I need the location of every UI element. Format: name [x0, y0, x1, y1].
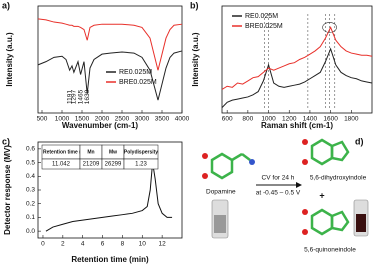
x-tick-label: 12 [159, 241, 167, 248]
x-tick-label: 3500 [155, 116, 170, 123]
table-cell [123, 158, 159, 170]
x-axis-label: Wavenumber (cm-1) [62, 121, 139, 130]
data-line [221, 47, 373, 108]
x-tick-label: 3000 [135, 116, 150, 123]
panel-label: d) [355, 136, 364, 146]
atom [302, 209, 308, 215]
atom [302, 139, 308, 145]
vial-liquid [356, 214, 366, 232]
scheme: d) Dopamine CV for 24 h at -0.45 – 0.5 V… [202, 136, 369, 254]
x-tick-label: 1000 [55, 116, 70, 123]
plot-frame [221, 5, 373, 114]
x-tick-label: 1800 [344, 116, 359, 123]
data-line [37, 18, 183, 71]
x-tick-label: 0 [41, 241, 45, 248]
atom [249, 159, 255, 165]
product: 5,6-dihydroxyindole [310, 175, 367, 182]
table-header: Polydispersity [124, 149, 158, 155]
legend-label: BRE0.025M [245, 23, 283, 30]
arrow-head [296, 182, 302, 188]
y-axis-label: Detector response (MV) [3, 145, 12, 235]
panel-label: b) [190, 0, 199, 10]
x-tick-label: 1200 [282, 116, 297, 123]
y-tick-label: 0.3 [26, 187, 35, 194]
x-tick-label: 2 [61, 241, 65, 248]
panel-label: c) [2, 136, 10, 146]
highlight-circle [322, 22, 337, 33]
x-tick-label: 1000 [261, 116, 276, 123]
condition: CV for 24 h [262, 175, 295, 182]
x-tick-label: 600 [222, 116, 233, 123]
indole-molecule [310, 138, 350, 236]
x-tick-label: 6 [101, 241, 105, 248]
plot-frame [37, 5, 183, 114]
atom [302, 229, 308, 235]
data-line [37, 50, 183, 101]
x-tick-label: 1400 [303, 116, 318, 123]
y-tick-label: 0.6 [26, 146, 35, 153]
x-tick-label: 1600 [323, 116, 338, 123]
table-value: 11.042 [52, 162, 71, 168]
x-tick-label: 1500 [75, 116, 90, 123]
x-tick-label: 500 [37, 116, 48, 123]
product: 5,6-quinoneindole [304, 247, 356, 254]
y-tick-label: 0.4 [26, 173, 35, 180]
atom [202, 153, 208, 159]
x-axis-label: Raman shift (cm-1) [261, 121, 333, 130]
table-value: 1.23 [135, 162, 147, 168]
annotation: 1630 [84, 89, 91, 104]
table-header: Mn [87, 149, 94, 155]
y-tick-label: 0.2 [26, 200, 35, 207]
y-tick-label: 0.1 [26, 214, 35, 221]
legend-label: BRE0.025M [119, 79, 157, 86]
y-axis-label: Intensity (a.u.) [191, 32, 200, 87]
legend-label: RE0.025M [245, 13, 278, 20]
legend-label: RE0.025M [119, 69, 152, 76]
y-axis-label: Intensity (a.u.) [5, 32, 14, 87]
panel-label: a) [2, 0, 10, 10]
annotation: 1191 [66, 90, 73, 104]
x-tick-label: 800 [242, 116, 253, 123]
atom [302, 159, 308, 165]
x-tick-label: 4000 [175, 116, 190, 123]
dopamine-molecule [210, 152, 251, 180]
x-tick-label: 4 [81, 241, 85, 248]
plus: + [319, 190, 324, 200]
reactant: Dopamine [206, 189, 236, 196]
atom [202, 173, 208, 179]
x-tick-label: 10 [139, 241, 147, 248]
vial-liquid [214, 215, 226, 233]
annotation: 1465 [77, 89, 84, 104]
data-line [45, 162, 173, 232]
table-value: 26299 [105, 162, 122, 168]
table-header: Mw [109, 149, 117, 155]
x-tick-label: 2000 [95, 116, 110, 123]
annotation: 1297 [71, 89, 78, 104]
x-tick-label: 2500 [115, 116, 130, 123]
data-line [221, 26, 373, 90]
table-header: Retention time (min) [43, 149, 92, 155]
x-tick-label: 8 [121, 241, 125, 248]
y-tick-label: 0.0 [26, 228, 35, 235]
x-axis-label: Retention time (min) [71, 255, 149, 264]
table-value: 21209 [83, 162, 100, 168]
condition: at -0.45 – 0.5 V [256, 190, 301, 197]
y-tick-label: 0.5 [26, 159, 35, 166]
